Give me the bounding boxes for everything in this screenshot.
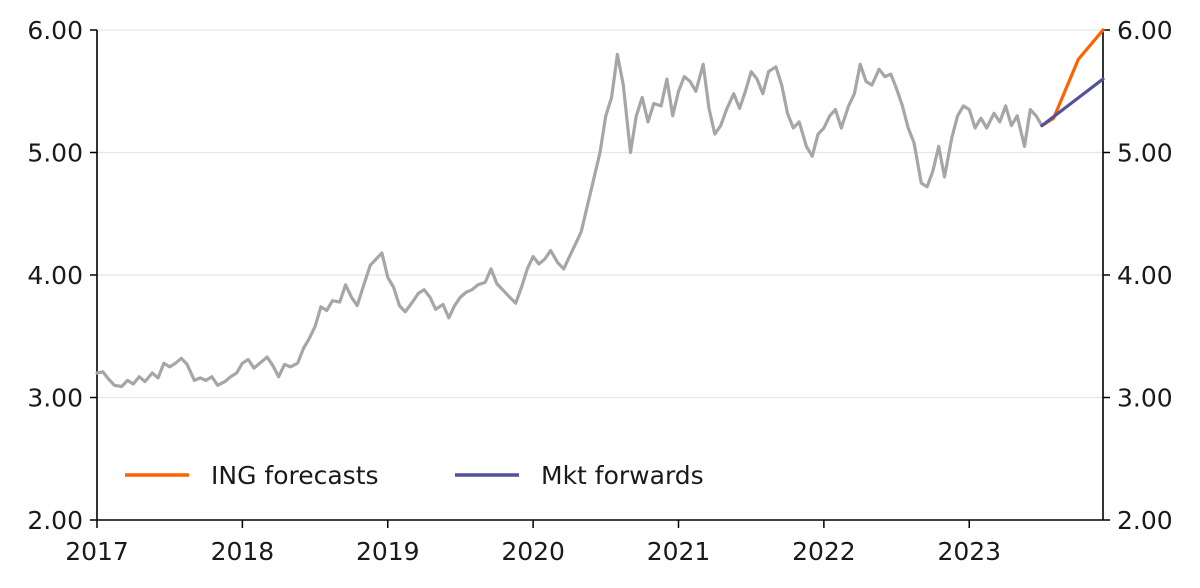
right-y-tick-label: 2.00	[1117, 506, 1173, 535]
series-line-history	[95, 52, 1044, 389]
left-y-tick-label: 5.00	[27, 139, 83, 168]
x-tick-label: 2020	[501, 537, 565, 566]
legend-label-ing: ING forecasts	[211, 461, 379, 490]
legend: ING forecasts Mkt forwards	[125, 461, 704, 490]
x-tick-label: 2023	[937, 537, 1001, 566]
left-y-tick-label: 6.00	[27, 16, 83, 45]
left-y-tick-label: 2.00	[27, 506, 83, 535]
legend-label-mkt: Mkt forwards	[541, 461, 704, 490]
x-tick-label: 2017	[65, 537, 129, 566]
tick-labels: 2.00 2.00 3.00 3.00 4.00 4.00 5.00 5.00 6.00 6.00…	[27, 16, 1172, 566]
series-line-ing	[1040, 28, 1105, 128]
x-tick-label: 2019	[356, 537, 420, 566]
left-y-tick-label: 4.00	[27, 261, 83, 290]
x-tick-label: 2022	[792, 537, 856, 566]
series-line-mkt	[1040, 77, 1105, 128]
left-y-tick-label: 3.00	[27, 384, 83, 413]
right-y-tick-label: 3.00	[1117, 384, 1173, 413]
right-y-tick-label: 4.00	[1117, 261, 1173, 290]
x-tick-label: 2018	[211, 537, 275, 566]
x-tick-label: 2021	[647, 537, 711, 566]
gridlines	[97, 29, 1103, 399]
series-lines	[95, 28, 1105, 389]
right-y-tick-label: 5.00	[1117, 139, 1173, 168]
right-y-tick-label: 6.00	[1117, 16, 1173, 45]
